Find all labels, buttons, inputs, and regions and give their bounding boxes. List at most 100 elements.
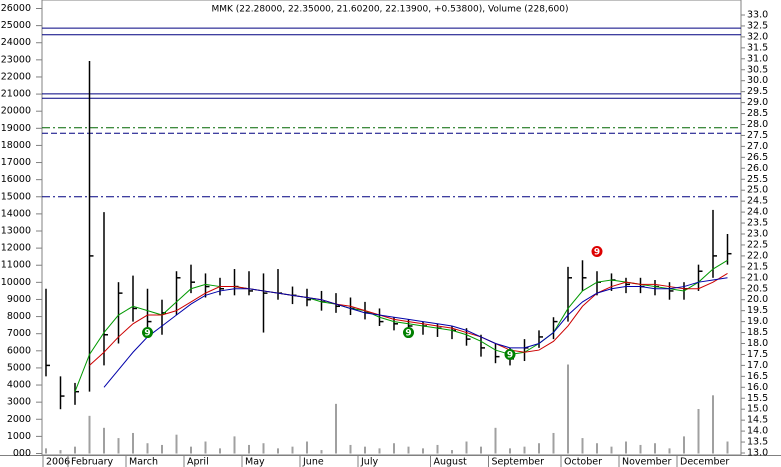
y-tick-label: 25000 (1, 20, 31, 31)
y-tick-label: 8000 (7, 311, 31, 322)
y2-tick-label: 27.5 (747, 130, 768, 141)
y2-tick-label: 20.0 (747, 294, 768, 305)
volume-bar (552, 432, 555, 454)
signal-marker (591, 246, 603, 258)
volume-bar (494, 427, 497, 454)
y2-tick-label: 29.0 (747, 97, 768, 108)
volume-bar (233, 436, 236, 454)
volume-bar (219, 448, 221, 454)
y2-tick-label: 22.0 (747, 250, 768, 261)
signal-label: 9 (144, 329, 150, 339)
volume-bar (726, 441, 729, 454)
y2-tick-label: 17.0 (747, 360, 768, 371)
y2-tick-label: 14.0 (747, 426, 768, 437)
x-tick-label: September (492, 457, 545, 467)
volume-bar (668, 448, 671, 454)
volume-bar (59, 450, 62, 454)
y-tick-label: 000 (13, 448, 31, 459)
volume-bar (190, 446, 192, 454)
y2-tick-label: 26.5 (747, 152, 768, 163)
volume-bar (567, 364, 569, 454)
y2-tick-label: 21.5 (747, 261, 768, 272)
volume-bar (581, 438, 584, 454)
x-tick-label: August (434, 457, 468, 467)
volume-bar (712, 395, 714, 454)
volume-bar (596, 443, 598, 454)
volume-bar (132, 432, 134, 454)
y2-tick-label: 18.5 (747, 327, 768, 338)
y-tick-label: 12000 (1, 243, 31, 254)
y2-tick-label: 24.5 (747, 196, 768, 207)
y-tick-label: 14000 (1, 208, 31, 219)
y-tick-label: 15000 (1, 191, 31, 202)
y-tick-label: 16000 (1, 174, 31, 185)
moving-average (89, 272, 728, 366)
y-tick-label: 4000 (7, 380, 31, 391)
y2-tick-label: 30.0 (747, 75, 768, 86)
y2-tick-label: 31.5 (747, 42, 768, 53)
y-tick-label: 21000 (1, 89, 31, 100)
y-tick-label: 5000 (7, 362, 31, 373)
y2-tick-label: 23.0 (747, 229, 768, 240)
volume-bar (610, 446, 613, 454)
y2-tick-label: 22.5 (747, 239, 768, 250)
y2-tick-label: 25.0 (747, 185, 768, 196)
volume-bar (697, 409, 700, 454)
volume-bar (306, 441, 308, 454)
volume-bar (291, 446, 294, 454)
volume-bar (45, 448, 47, 454)
y2-tick-label: 32.0 (747, 31, 768, 42)
x-tick-label: October (564, 457, 602, 467)
signal-label: 9 (507, 350, 513, 360)
y2-tick-label: 17.5 (747, 349, 768, 360)
y2-tick-label: 27.0 (747, 141, 768, 152)
volume-bar (103, 427, 105, 454)
y-tick-label: 9000 (7, 294, 31, 305)
volume-bar (364, 446, 366, 454)
volume-bar (523, 446, 526, 454)
y2-tick-label: 23.5 (747, 218, 768, 229)
y2-tick-label: 28.0 (747, 119, 768, 130)
moving-average (103, 277, 728, 388)
y2-tick-label: 26.0 (747, 163, 768, 174)
x-tick-label: 2006 (46, 457, 70, 467)
y2-tick-label: 18.0 (747, 338, 768, 349)
volume-bar (88, 415, 91, 454)
volume-bar (335, 403, 337, 454)
volume-bar (175, 434, 178, 454)
y-tick-label: 6000 (7, 345, 31, 356)
x-tick-label: July (360, 457, 378, 467)
y-tick-label: 10000 (1, 277, 31, 288)
y-tick-label: 17000 (1, 157, 31, 168)
y2-tick-label: 28.5 (747, 108, 768, 119)
y-tick-label: 11000 (1, 260, 31, 271)
y2-tick-label: 16.5 (747, 371, 768, 382)
y-tick-label: 20000 (1, 106, 31, 117)
volume-bar (74, 446, 76, 454)
volume-bar (146, 443, 149, 454)
signal-label: 9 (594, 248, 600, 258)
volume-bar (277, 448, 279, 454)
y2-tick-label: 16.0 (747, 382, 768, 393)
volume-bar (509, 448, 511, 454)
y-tick-label: 13000 (1, 226, 31, 237)
x-tick-label: June (302, 457, 324, 467)
volume-bar (451, 450, 453, 454)
y2-tick-label: 24.0 (747, 207, 768, 218)
x-tick-label: December (680, 457, 729, 467)
volume-bar (422, 448, 424, 454)
signal-marker (403, 327, 414, 339)
y-tick-label: 19000 (1, 123, 31, 134)
y-tick-label: 18000 (1, 140, 31, 151)
volume-bar (393, 443, 395, 454)
signal-marker (504, 348, 516, 360)
y2-tick-label: 21.0 (747, 272, 768, 283)
volume-bar (625, 441, 627, 454)
y2-tick-label: 15.0 (747, 404, 768, 415)
y2-tick-label: 19.0 (747, 316, 768, 327)
chart-title: MMK (22.28000, 22.35000, 21.60200, 22.13… (211, 5, 568, 15)
volume-bar (480, 446, 482, 454)
volume-bar (248, 444, 250, 454)
y-tick-label: 23000 (1, 54, 31, 65)
